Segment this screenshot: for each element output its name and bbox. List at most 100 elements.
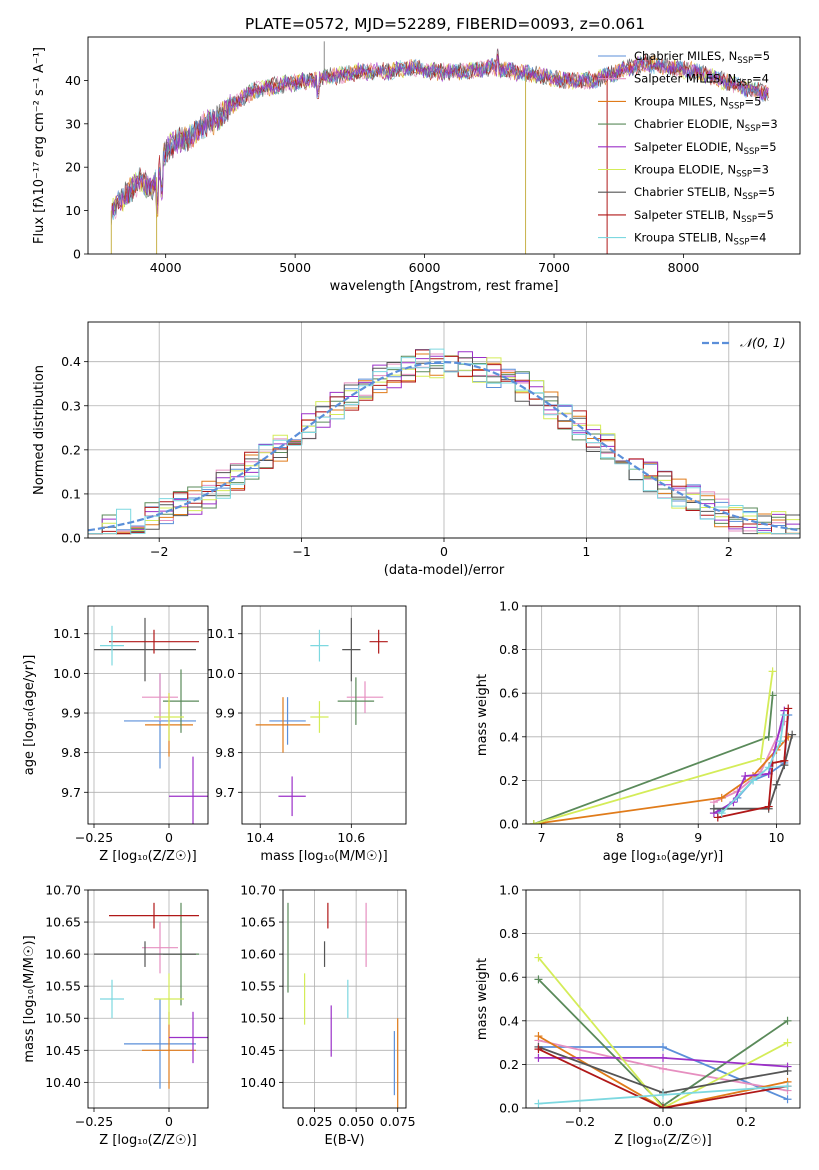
- y-tick-label: 0.0: [499, 817, 519, 832]
- x-tick-label: 10: [769, 830, 785, 845]
- x-tick-label: −1: [292, 544, 310, 559]
- weight-marker: [534, 1045, 543, 1054]
- weight-line-chabrier-miles: [717, 714, 790, 814]
- legend-entry: 𝒩(0, 1): [740, 335, 786, 350]
- y-tick-label: 30: [65, 116, 81, 131]
- mass-vs-z-panel: −0.25 0 10.40 10.45 10.50 10.55 10.60 10.65 10.7…: [22, 883, 209, 1148]
- y-tick-label: 10.65: [45, 915, 81, 930]
- x-tick-label: 8000: [668, 260, 700, 275]
- weight-marker: [713, 813, 722, 822]
- y-tick-label: 10.1: [53, 626, 81, 641]
- y-axis-label: mass weight: [475, 674, 490, 756]
- x-axis-label: wavelength [Angstrom, rest frame]: [330, 279, 559, 294]
- y-tick-label: 9.8: [61, 745, 81, 760]
- x-axis-label: Z [log₁₀(Z/Z☉)]: [99, 1133, 196, 1148]
- weight-marker: [534, 1032, 543, 1041]
- x-tick-label: 7: [538, 830, 546, 845]
- x-tick-label: 0.2: [736, 1114, 756, 1129]
- spectrum-line-salpeter-miles: [111, 48, 769, 220]
- weight-line-kroupa-miles: [538, 1035, 788, 1108]
- spectrum-line-salpeter-elodie: [111, 54, 769, 221]
- x-axis-label: Z [log₁₀(Z/Z☉)]: [614, 1133, 711, 1148]
- x-axis-label: (data-model)/error: [384, 563, 505, 578]
- weight-marker: [534, 953, 543, 962]
- x-tick-label: 6000: [409, 260, 441, 275]
- x-tick-label: 0.025: [297, 1114, 333, 1129]
- y-tick-label: 0.2: [61, 442, 81, 457]
- weight-marker: [764, 732, 773, 741]
- plot-area: [94, 617, 208, 824]
- weight-marker: [783, 1082, 792, 1091]
- y-tick-label: 0.8: [499, 926, 519, 941]
- y-axis-label: age [log₁₀(age/yr)]: [22, 655, 37, 776]
- weight-marker: [780, 711, 789, 719]
- weight-marker: [768, 667, 777, 676]
- x-axis-label: E(B-V): [324, 1133, 364, 1148]
- x-tick-label: 0.0: [653, 1114, 673, 1129]
- legend-entry: Salpeter STELIB, NSSP=5: [634, 208, 774, 225]
- weight-marker: [659, 1053, 667, 1062]
- weight-marker: [659, 1090, 667, 1099]
- plot-area: [94, 902, 208, 1089]
- weight-marker: [741, 772, 750, 781]
- age-vs-z-panel: −0.25 0 9.7 9.8 9.9 10.0 10.1 Z [log₁₀(Z/Z☉)] ag…: [22, 605, 209, 864]
- weight-marker: [783, 1066, 792, 1075]
- weight-line-salpeter-stelib: [717, 708, 790, 819]
- plot-area: [110, 41, 769, 254]
- y-tick-label: 9.7: [61, 785, 81, 800]
- normal-curve: [88, 360, 800, 532]
- mass-vs-ebv-panel: 0.025 0.050 0.075 10.40 10.45 10.50 10.55 10.60…: [240, 883, 415, 1149]
- x-tick-label: 1: [582, 544, 590, 559]
- weight-marker: [764, 802, 773, 811]
- y-tick-label: 0.0: [61, 531, 81, 546]
- y-tick-label: 0.0: [499, 1101, 519, 1116]
- x-tick-label: 0.075: [380, 1114, 416, 1129]
- y-tick-label: 0.2: [499, 773, 519, 788]
- y-tick-label: 10.65: [240, 915, 276, 930]
- legend-entry: Salpeter MILES, NSSP=4: [634, 72, 769, 89]
- y-tick-label: 9.9: [61, 706, 81, 721]
- y-tick-label: 10: [65, 203, 81, 218]
- weight-marker: [756, 754, 765, 763]
- figure-title: PLATE=0572, MJD=52289, FIBERID=0093, z=0…: [245, 15, 645, 33]
- y-tick-label: 10.60: [240, 947, 276, 962]
- x-axis-label: mass [log₁₀(M/M☉)]: [260, 849, 387, 864]
- y-tick-label: 0: [73, 247, 81, 262]
- y-tick-label: 10.0: [207, 666, 235, 681]
- x-tick-label: 0: [165, 830, 173, 845]
- weight-marker: [772, 780, 781, 789]
- weight-marker: [776, 737, 785, 746]
- weight-marker: [534, 1053, 543, 1062]
- spectrum-legend: Chabrier MILES, NSSP=5 Salpeter MILES, NS…: [598, 49, 778, 248]
- y-tick-label: 10.45: [45, 1043, 81, 1058]
- y-tick-label: 10.0: [53, 666, 81, 681]
- x-tick-label: −0.25: [75, 830, 113, 845]
- y-tick-label: 0.3: [61, 398, 81, 413]
- y-tick-label: 1.0: [499, 883, 519, 898]
- y-tick-label: 0.6: [499, 970, 519, 985]
- x-tick-label: 7000: [538, 260, 570, 275]
- y-tick-label: 9.8: [215, 745, 235, 760]
- y-tick-label: 0.8: [499, 642, 519, 657]
- axes-frame: [241, 605, 407, 825]
- axes-frame: [87, 605, 209, 825]
- weight-marker: [784, 704, 793, 713]
- weight-vs-age-panel: 7 8 9 10 0.0 0.2 0.4 0.6 0.8 1.0 age [log₁₀(age/yr…: [475, 599, 801, 864]
- y-tick-label: 10.55: [45, 979, 81, 994]
- y-tick-label: 0.4: [61, 354, 81, 369]
- y-tick-label: 10.1: [207, 626, 235, 641]
- plot-area: [287, 902, 399, 1108]
- x-tick-label: 2: [725, 544, 733, 559]
- plot-area: [534, 953, 792, 1108]
- y-tick-label: 9.7: [215, 785, 235, 800]
- x-tick-label: 10.4: [246, 830, 274, 845]
- legend-entry: Salpeter ELODIE, NSSP=5: [634, 140, 777, 157]
- y-tick-label: 10.60: [45, 947, 81, 962]
- weight-marker: [659, 1104, 667, 1108]
- y-tick-label: 9.9: [215, 706, 235, 721]
- y-tick-label: 40: [65, 73, 81, 88]
- weight-marker: [709, 804, 718, 813]
- weight-marker: [534, 975, 543, 984]
- y-tick-label: 10.40: [240, 1075, 276, 1090]
